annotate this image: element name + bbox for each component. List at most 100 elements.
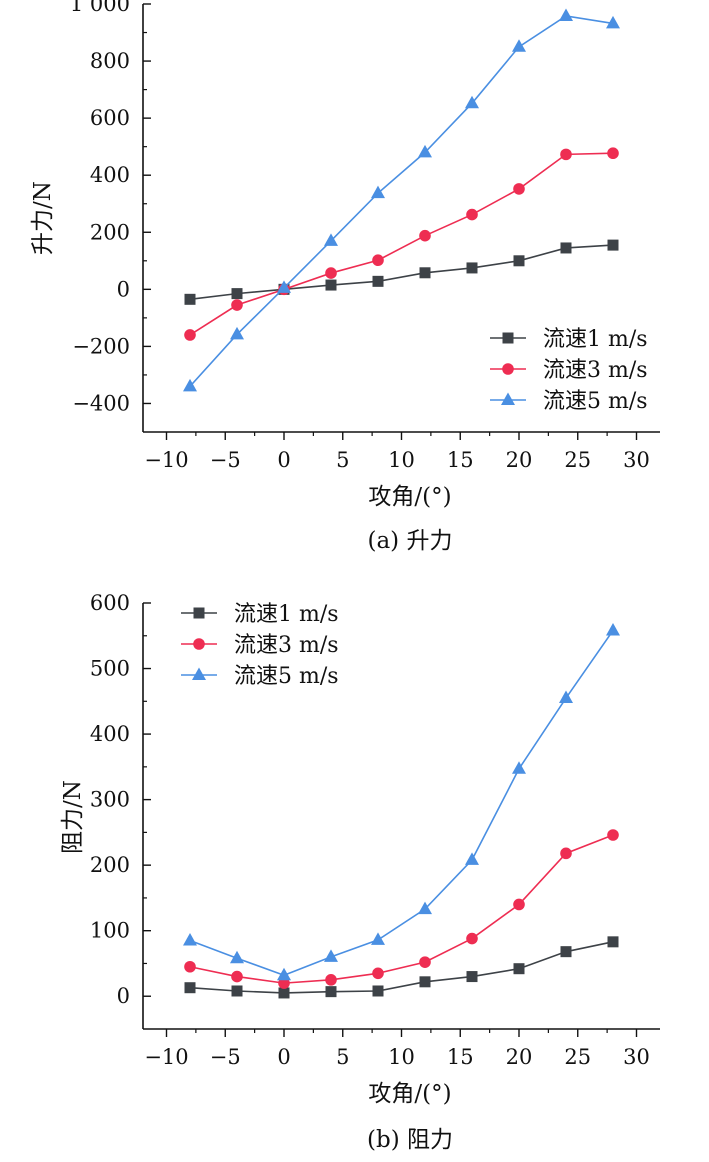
data-point — [607, 147, 619, 160]
data-point — [277, 967, 291, 981]
data-point — [465, 95, 479, 109]
data-point — [606, 623, 620, 636]
x-tick-label: 10 — [388, 1045, 415, 1069]
legend-label: 流速5 m/s — [234, 664, 339, 689]
legend-item: 流速3 m/s — [490, 358, 648, 383]
x-tick-label: −5 — [210, 448, 241, 472]
x-tick-label: 25 — [564, 448, 591, 472]
x-tick-label: 15 — [447, 1045, 474, 1069]
series-line — [189, 15, 614, 387]
data-point — [372, 275, 384, 287]
y-tick-label: 800 — [90, 49, 130, 73]
data-point — [513, 255, 525, 267]
data-point — [466, 971, 478, 983]
data-point — [559, 8, 573, 21]
series-2 — [184, 147, 619, 341]
data-point — [560, 242, 572, 254]
x-tick-label: 0 — [277, 1045, 290, 1069]
series-3 — [183, 623, 620, 981]
x-tick-label: 0 — [277, 448, 290, 472]
data-point — [419, 976, 431, 988]
data-point — [466, 208, 478, 221]
x-tick-label: 30 — [623, 448, 650, 472]
data-point — [372, 985, 384, 997]
chart-caption: (a) 升力 — [368, 528, 453, 554]
data-point — [418, 901, 432, 915]
data-point — [230, 326, 244, 340]
series-line — [189, 834, 614, 984]
legend-item: 流速1 m/s — [490, 327, 648, 352]
chart-caption: (b) 阻力 — [367, 1127, 453, 1153]
data-point — [325, 279, 337, 291]
data-point — [183, 378, 197, 392]
y-tick-label: −400 — [72, 391, 130, 415]
series-1 — [184, 239, 619, 305]
x-tick-label: 20 — [506, 1045, 533, 1069]
y-tick-label: 400 — [90, 722, 130, 746]
y-tick-label: 400 — [90, 163, 130, 187]
x-tick-label: 25 — [564, 1045, 591, 1069]
legend-label: 流速1 m/s — [543, 327, 648, 352]
data-point — [513, 183, 525, 195]
chart-drag: 0 100 200 300 400 500 600 −10 −5 0 5 10 15 20 25 30 攻角/(… — [60, 591, 660, 1153]
data-point — [277, 280, 291, 293]
series-line — [189, 244, 614, 301]
data-point — [607, 239, 619, 251]
y-axis-label: 升力/N — [30, 181, 56, 255]
x-tick-label: 20 — [506, 448, 533, 472]
data-point — [184, 982, 196, 994]
x-tick-label: −10 — [144, 1045, 188, 1069]
y-tick-label: 200 — [90, 220, 130, 244]
series-line — [189, 630, 614, 977]
data-point — [465, 852, 479, 865]
data-point — [184, 329, 196, 341]
data-point — [419, 267, 431, 279]
data-point — [184, 960, 196, 973]
y-tick-label: 100 — [90, 919, 130, 943]
series-line — [189, 152, 614, 336]
y-tick-label: 500 — [90, 657, 130, 681]
legend-label: 流速5 m/s — [543, 389, 648, 414]
legend-item: 流速5 m/s — [490, 389, 648, 414]
data-point — [607, 829, 619, 841]
legend-marker — [192, 667, 206, 680]
x-axis-label: 攻角/(°) — [368, 1081, 451, 1107]
data-point — [512, 39, 526, 52]
x-tick-label: −5 — [210, 1045, 241, 1069]
x-tick-label: −10 — [144, 448, 188, 472]
data-point — [607, 936, 619, 948]
data-point — [512, 761, 526, 774]
series-3 — [183, 8, 620, 392]
legend-marker — [193, 607, 205, 619]
data-point — [559, 690, 573, 704]
y-axis-label: 阻力/N — [60, 780, 86, 854]
legend-label: 流速1 m/s — [234, 602, 339, 627]
y-tick-label: 600 — [90, 591, 130, 615]
data-point — [184, 293, 196, 305]
data-point — [325, 974, 337, 986]
x-tick-label: 30 — [623, 1045, 650, 1069]
data-point — [372, 254, 384, 267]
legend-marker — [502, 363, 514, 375]
data-point — [466, 932, 478, 945]
x-axis-label: 攻角/(°) — [368, 484, 451, 510]
data-point — [418, 144, 432, 158]
data-point — [419, 956, 431, 968]
data-point — [513, 898, 525, 911]
data-point — [324, 949, 338, 962]
data-point — [560, 148, 572, 161]
data-point — [560, 847, 572, 860]
y-tick-label: 0 — [117, 984, 130, 1008]
x-tick-label: 5 — [336, 448, 349, 472]
series-2 — [184, 829, 619, 989]
legend-item: 流速1 m/s — [181, 602, 339, 627]
data-point — [372, 967, 384, 980]
x-tick-label: 10 — [388, 448, 415, 472]
data-point — [419, 229, 431, 242]
x-tick-label: 5 — [336, 1045, 349, 1069]
legend-item: 流速5 m/s — [181, 664, 339, 689]
data-point — [371, 185, 385, 199]
series-1 — [184, 936, 619, 999]
y-tick-label: −200 — [72, 334, 130, 358]
